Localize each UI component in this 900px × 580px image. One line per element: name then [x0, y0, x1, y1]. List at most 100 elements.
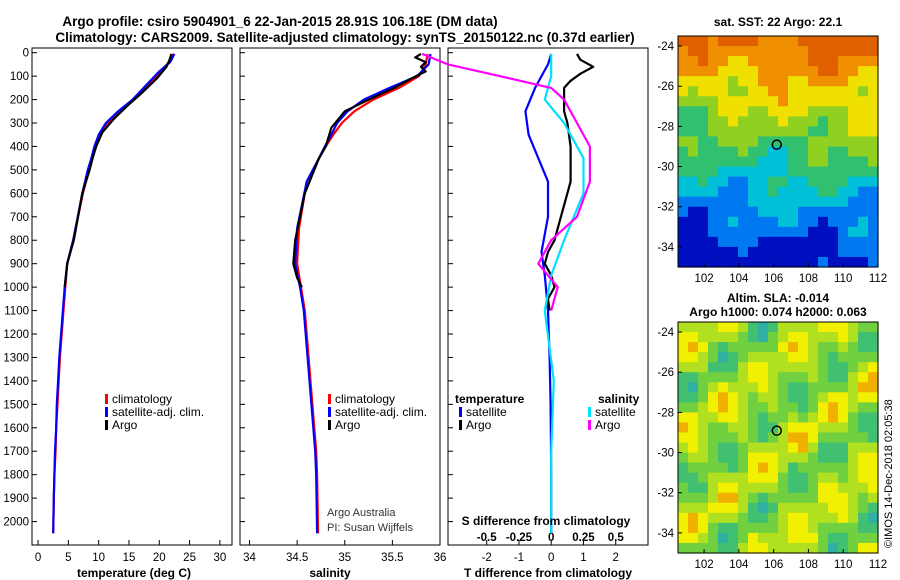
map-cell	[688, 196, 699, 208]
salinity-panel	[239, 47, 441, 546]
map-cell	[708, 196, 719, 208]
map-cell	[778, 372, 789, 383]
map-cell	[718, 156, 729, 168]
map-cell	[848, 76, 859, 87]
map-cell	[788, 382, 799, 393]
map-cell	[868, 322, 879, 333]
map-cell	[798, 166, 809, 178]
map-cell	[718, 236, 729, 248]
map-cell	[678, 412, 689, 424]
map-cell	[718, 352, 729, 363]
map-cell	[778, 56, 789, 67]
map-cell	[738, 412, 749, 424]
map-cell	[698, 76, 709, 87]
map-cell	[778, 422, 789, 434]
map-cell	[748, 462, 759, 474]
map-cell	[678, 482, 689, 494]
map-cell	[678, 332, 689, 343]
map-cell	[718, 186, 729, 198]
map-cell	[788, 196, 799, 208]
map-cell	[828, 432, 839, 444]
map-cell	[868, 352, 879, 363]
map-cell	[738, 166, 749, 178]
map-cell	[828, 116, 839, 127]
map-cell	[698, 462, 709, 474]
map-cell	[818, 512, 829, 524]
map-cell	[708, 412, 719, 424]
map-y-tick-label: -34	[657, 242, 674, 254]
map-cell	[698, 246, 709, 258]
map-cell	[868, 206, 879, 218]
map-cell	[738, 382, 749, 393]
map-cell	[738, 136, 749, 148]
map-cell	[728, 236, 739, 248]
map-cell	[728, 532, 739, 544]
map-cell	[848, 116, 859, 127]
map-cell	[808, 206, 819, 218]
map-cell	[858, 206, 869, 218]
map-cell	[738, 86, 749, 97]
map-cell	[778, 256, 789, 268]
map-cell	[768, 532, 779, 544]
map-cell	[698, 542, 709, 554]
map-cell	[848, 472, 859, 484]
map-cell	[798, 146, 809, 158]
map-cell	[808, 46, 819, 57]
map-cell	[768, 412, 779, 424]
map-cell	[718, 412, 729, 424]
map-cell	[778, 206, 789, 218]
map-cell	[728, 206, 739, 218]
map-cell	[778, 382, 789, 393]
map-cell	[708, 236, 719, 248]
map-cell	[688, 342, 699, 353]
map-cell	[758, 256, 769, 268]
map-cell	[698, 66, 709, 77]
map-cell	[828, 482, 839, 494]
map-cell	[768, 36, 779, 47]
map-cell	[738, 402, 749, 413]
map-cell	[758, 462, 769, 474]
map-cell	[798, 96, 809, 107]
map-cell	[828, 422, 839, 434]
map-cell	[698, 236, 709, 248]
map-frame	[677, 321, 879, 554]
map-cell	[808, 462, 819, 474]
map-cell	[808, 216, 819, 228]
map-cell	[718, 362, 729, 373]
map-cell	[718, 532, 729, 544]
map-cell	[818, 236, 829, 248]
map-cell	[768, 66, 779, 77]
map-cell	[808, 246, 819, 258]
map-cell	[858, 462, 869, 474]
map-cell	[848, 226, 859, 238]
map-cell	[738, 146, 749, 158]
map-cell	[758, 106, 769, 117]
map-cell	[718, 166, 729, 178]
map-cell	[848, 462, 859, 474]
map-cell	[748, 66, 759, 77]
map-cell	[708, 452, 719, 464]
map-cell	[688, 382, 699, 393]
map-cell	[718, 126, 729, 138]
map-cell	[678, 56, 689, 67]
map-cell	[758, 542, 769, 554]
map-cell	[758, 382, 769, 393]
legend-label: Argo	[112, 418, 138, 432]
map-cell	[688, 372, 699, 383]
map-cell	[718, 206, 729, 218]
map-cell	[688, 256, 699, 268]
legend-swatch	[105, 394, 108, 404]
map-y-tick-label: -24	[657, 327, 674, 339]
map-cell	[748, 196, 759, 208]
map-cell	[848, 236, 859, 248]
map-cell	[838, 512, 849, 524]
map-cell	[818, 432, 829, 444]
map-cell	[798, 332, 809, 343]
map-cell	[748, 36, 759, 47]
legend-label: climatology	[335, 392, 395, 406]
map-cell	[698, 432, 709, 444]
map-cell	[838, 136, 849, 148]
map-cell	[828, 472, 839, 484]
map-cell	[738, 322, 749, 333]
map-cell	[698, 342, 709, 353]
